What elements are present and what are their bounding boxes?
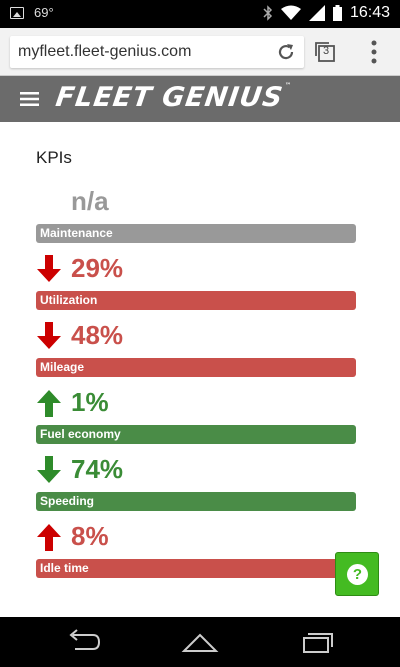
home-icon[interactable] — [180, 629, 220, 655]
kpi-label: Idle time — [36, 559, 356, 578]
kpi-value: 74% — [71, 454, 124, 484]
kpi-value: 8% — [71, 521, 109, 551]
clock-text: 16:43 — [349, 4, 390, 21]
bluetooth-icon — [263, 5, 273, 21]
wifi-icon — [280, 5, 301, 20]
fleet-genius-logo[interactable]: FLEET GENIUS™ — [54, 82, 292, 113]
kpi-panel: KPIs n/a Maintenance 29% Utilization 48%… — [0, 122, 400, 617]
url-text[interactable]: myfleet.fleet-genius.com — [18, 43, 192, 60]
temperature-text: 69° — [34, 5, 54, 20]
kpi-label: Mileage — [36, 358, 356, 377]
arrow-down-icon — [37, 456, 61, 483]
back-icon[interactable] — [63, 629, 103, 655]
kpi-speeding: 74% Speeding — [36, 452, 356, 511]
arrow-up-icon — [37, 390, 61, 417]
help-icon: ? — [347, 564, 368, 585]
signal-icon — [308, 5, 325, 21]
recents-icon[interactable] — [298, 629, 338, 655]
kpi-label: Speeding — [36, 492, 356, 511]
overflow-menu-icon[interactable] — [369, 40, 379, 64]
url-bar[interactable]: myfleet.fleet-genius.com — [10, 36, 304, 68]
kpi-value: 1% — [71, 387, 109, 417]
help-button[interactable]: ? — [335, 552, 379, 596]
kpi-idle-time: 8% Idle time — [36, 519, 356, 578]
android-nav-bar — [0, 617, 400, 667]
kpi-fuel-economy: 1% Fuel economy — [36, 385, 356, 444]
tab-count[interactable]: 3 — [322, 45, 330, 57]
arrow-up-icon — [37, 524, 61, 551]
reload-icon[interactable] — [276, 42, 296, 62]
kpi-label: Utilization — [36, 291, 356, 310]
logo-trademark: ™ — [284, 82, 293, 89]
kpi-label: Maintenance — [36, 224, 356, 243]
arrow-down-icon — [37, 255, 61, 282]
hamburger-menu-icon[interactable] — [20, 92, 39, 106]
browser-toolbar: myfleet.fleet-genius.com 3 — [0, 28, 400, 76]
logo-text: FLEET GENIUS — [53, 82, 286, 113]
tabs-icon[interactable] — [314, 41, 336, 63]
kpi-label: Fuel economy — [36, 425, 356, 444]
battery-icon — [332, 5, 342, 21]
app-header: FLEET GENIUS™ — [0, 76, 400, 122]
kpi-maintenance: n/a Maintenance — [36, 184, 356, 243]
arrow-down-icon — [37, 322, 61, 349]
kpi-mileage: 48% Mileage — [36, 318, 356, 377]
status-bar: 69° 16:43 — [0, 0, 400, 28]
page-title: KPIs — [36, 148, 72, 167]
image-notification-icon — [10, 6, 24, 19]
kpi-value: 29% — [71, 253, 124, 283]
kpi-utilization: 29% Utilization — [36, 251, 356, 310]
kpi-value: n/a — [71, 186, 109, 216]
kpi-value: 48% — [71, 320, 124, 350]
